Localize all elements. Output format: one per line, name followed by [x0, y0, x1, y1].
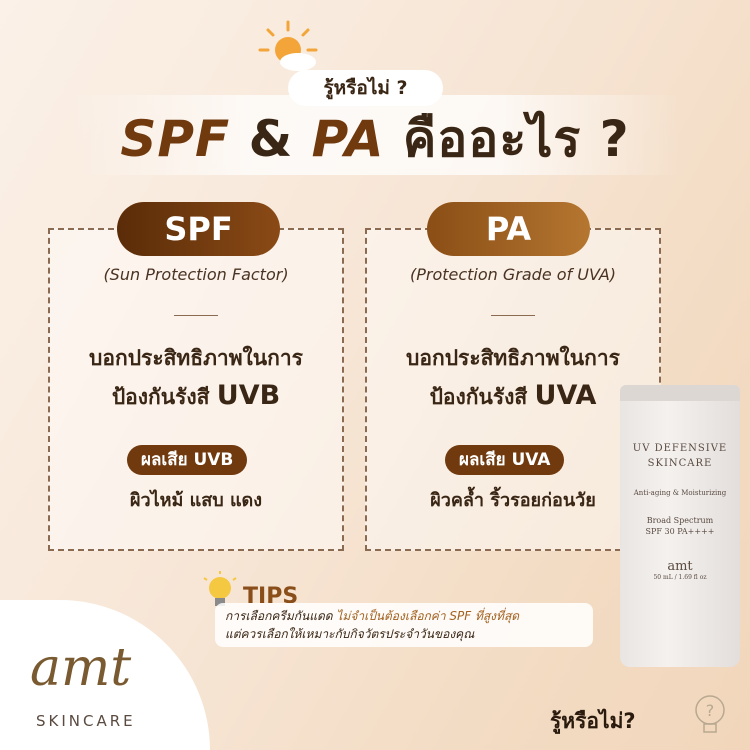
product-spf: SPF 30 PA++++	[645, 527, 715, 536]
spf-ray: UVB	[216, 380, 281, 411]
divider	[174, 315, 218, 316]
brand-subtitle: SKINCARE	[36, 712, 136, 730]
question-bulb-icon: ?	[695, 695, 725, 733]
kicker-pill: รู้หรือไม่ ?	[288, 70, 443, 106]
title-spf: SPF	[120, 110, 231, 168]
tips-text: การเลือกครีมกันแดด	[225, 609, 337, 623]
lightbulb-icon	[203, 571, 237, 606]
tips-text-2: แต่ควรเลือกให้เหมาะกับกิจวัตรประจำวันของ…	[225, 627, 475, 641]
footer-label: รู้หรือไม่?	[550, 709, 636, 733]
product-brand: amt	[667, 559, 693, 574]
product-tagline: Anti-aging & Moisturizing	[633, 489, 727, 497]
product-name: UV DEFENSIVE	[632, 443, 728, 454]
spf-label-pill: SPF	[117, 202, 280, 256]
pa-full-name: (Protection Grade of UVA)	[409, 265, 617, 284]
spf-effect: ผิวไหม้ แสบ แดง	[129, 490, 263, 511]
spf-effect-badge: ผลเสีย UVB	[127, 445, 248, 475]
product-tube-image: UV DEFENSIVE SKINCARE Anti-aging & Moist…	[620, 385, 740, 667]
title-amp: &	[248, 110, 294, 168]
title-band	[70, 95, 680, 175]
pa-desc-line2: ป้องกันรังสี UVA	[429, 380, 597, 411]
spf-card	[48, 228, 344, 551]
divider	[491, 315, 535, 316]
title-pa: PA	[311, 110, 385, 168]
page-title: SPF & PA คืออะไร ?	[20, 100, 730, 179]
pa-ray: UVA	[534, 380, 597, 411]
pa-desc-line1: บอกประสิทธิภาพในการ	[406, 346, 620, 370]
pa-effect-badge: ผลเสีย UVA	[445, 445, 565, 475]
product-size: 50 mL / 1.69 fl oz	[653, 574, 707, 581]
product-spec: Broad Spectrum	[646, 516, 714, 525]
spf-desc-line1: บอกประสิทธิภาพในการ	[89, 346, 303, 370]
spf-description: บอกประสิทธิภาพในการ ป้องกันรังสี UVB	[48, 340, 344, 416]
spf-desc-line2: ป้องกันรังสี UVB	[111, 380, 281, 411]
title-rest: คืออะไร ?	[402, 110, 630, 168]
product-name-2: SKINCARE	[647, 458, 713, 469]
brand-logo: amt	[30, 638, 132, 698]
svg-text:?: ?	[706, 701, 715, 720]
pa-effect: ผิวคล้ำ ริ้วรอยก่อนวัย	[430, 490, 596, 511]
tips-box: การเลือกครีมกันแดด ไม่จำเป็นต้องเลือกค่า…	[215, 603, 593, 647]
pa-description: บอกประสิทธิภาพในการ ป้องกันรังสี UVA	[365, 340, 661, 416]
tips-highlight: ไม่จำเป็นต้องเลือกค่า SPF ที่สูงที่สุด	[336, 609, 520, 623]
spf-full-name: (Sun Protection Factor)	[103, 265, 289, 284]
sun-icon	[258, 20, 318, 71]
pa-label-pill: PA	[427, 202, 590, 256]
